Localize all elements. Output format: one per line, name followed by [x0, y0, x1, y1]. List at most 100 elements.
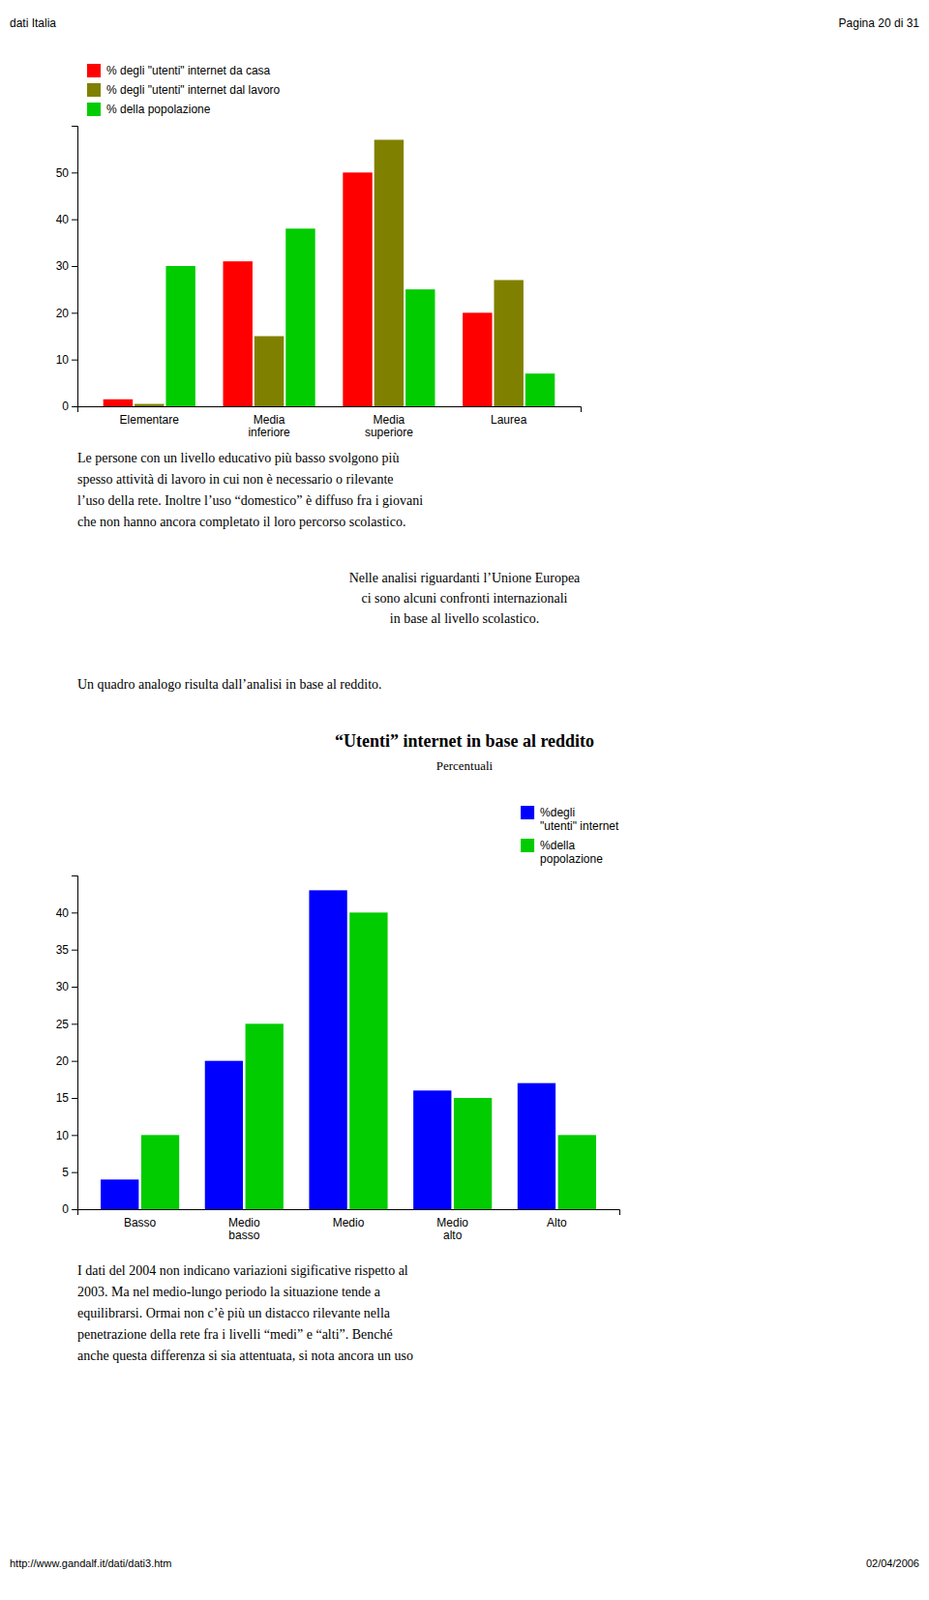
- bar: [558, 1135, 597, 1210]
- legend-label: % degli "utenti" internet da casa: [106, 63, 271, 78]
- y-tick: 30: [56, 259, 78, 273]
- x-tick: Laurea: [490, 413, 528, 427]
- bar: [223, 261, 253, 407]
- x-tick-label: Alto: [546, 1216, 568, 1230]
- page-header: dati Italia Pagina 20 di 31: [9, 16, 920, 30]
- y-tick-label: 10: [56, 1129, 70, 1143]
- legend: % degli "utenti" internet da casa % degli…: [87, 63, 281, 117]
- bar: [494, 280, 524, 408]
- y-tick: 0: [61, 1202, 78, 1217]
- x-tick-label-line: Elementare: [119, 413, 180, 427]
- x-tick-label-line: inferiore: [247, 425, 291, 440]
- y-tick-mark: [71, 1172, 78, 1174]
- y-tick-mark: [71, 406, 78, 408]
- x-tick: Alto: [546, 1216, 568, 1230]
- y-tick: 40: [56, 212, 78, 227]
- y-axis: 0510152025303540: [56, 876, 79, 1218]
- y-tick-label: 30: [56, 980, 70, 994]
- legend-label-line: popolazione: [539, 852, 603, 867]
- page: dati ItaliaPagina 20 di 31http://www.gan…: [0, 0, 929, 1600]
- y-axis: 01020304050: [56, 126, 79, 415]
- paragraph-1-line: l’uso della rete. Inoltre l’uso “domesti…: [77, 493, 423, 509]
- y-tick: 50: [56, 166, 78, 180]
- y-axis-line: [71, 126, 79, 408]
- bar: [342, 172, 372, 407]
- header-left: dati Italia: [9, 16, 57, 30]
- legend-item: % degli "utenti" internet da casa: [87, 63, 271, 78]
- legend-label-line: %degli: [539, 806, 575, 820]
- paragraph-3-line: Un quadro analogo risulta dall’analisi i…: [77, 677, 383, 692]
- x-tick-label-line: Basso: [123, 1216, 157, 1230]
- y-tick-label: 15: [56, 1091, 70, 1106]
- paragraph-1: Le persone con un livello educativo più …: [77, 450, 423, 530]
- paragraph-2-line: Nelle analisi riguardanti l’Unione Europ…: [349, 570, 581, 586]
- bar-series: [134, 140, 524, 408]
- bar: [453, 1098, 492, 1210]
- x-tick-label-line: superiore: [364, 425, 414, 440]
- y-tick-mark: [71, 987, 78, 989]
- paragraph-1-line: che non hanno ancora completato il loro …: [77, 514, 406, 530]
- y-tick: 5: [61, 1166, 78, 1180]
- legend-item: % della popolazione: [87, 102, 211, 117]
- bar: [205, 1061, 243, 1210]
- chart: 01020304050ElementareMediainferioreMedia…: [56, 63, 582, 440]
- legend-label: %dellapopolazione: [539, 839, 603, 867]
- x-tick: Mediainferiore: [247, 413, 291, 441]
- y-tick-mark: [71, 359, 78, 361]
- legend-label-line: % degli "utenti" internet dal lavoro: [106, 83, 281, 97]
- x-tick: Mediasuperiore: [364, 413, 414, 441]
- y-tick-label: 0: [61, 1202, 69, 1217]
- bar: [349, 912, 388, 1210]
- x-tick-label-line: Laurea: [490, 413, 528, 427]
- bar-series: [141, 912, 597, 1210]
- bar: [245, 1023, 284, 1210]
- x-tick-label-line: basso: [228, 1228, 260, 1243]
- paragraph-4: I dati del 2004 non indicano variazioni …: [77, 1263, 414, 1364]
- paragraph-4-line: I dati del 2004 non indicano variazioni …: [77, 1263, 409, 1279]
- x-tick-label-line: Media: [373, 413, 406, 427]
- y-tick: 30: [56, 980, 78, 994]
- bar: [374, 140, 404, 408]
- bar: [285, 228, 315, 407]
- y-tick-mark: [71, 312, 78, 314]
- y-tick: 25: [56, 1018, 78, 1032]
- header-right: Pagina 20 di 31: [839, 16, 921, 30]
- y-tick-label: 5: [61, 1166, 69, 1180]
- plot: 0510152025303540BassoMediobassoMedioMedi…: [56, 876, 621, 1244]
- chart: “Utenti” internet in base al redditoPerc…: [56, 731, 621, 1243]
- y-tick-label: 25: [56, 1018, 70, 1032]
- x-tick-label: Basso: [123, 1216, 157, 1230]
- y-tick: 10: [56, 353, 78, 367]
- x-tick-label: Medioalto: [436, 1216, 469, 1244]
- bar: [141, 1135, 180, 1210]
- y-tick-mark: [71, 1061, 78, 1063]
- chart-title: “Utenti” internet in base al reddito: [334, 731, 595, 751]
- legend-item: %dellapopolazione: [520, 839, 603, 867]
- x-tick-label: Elementare: [119, 413, 180, 427]
- y-tick-label: 0: [61, 399, 69, 414]
- x-tick-label-line: Medio: [332, 1216, 365, 1230]
- legend-label: %degli"utenti" internet: [539, 806, 620, 834]
- bars: [103, 140, 556, 408]
- paragraph-4-line: anche questa differenza si sia attentuat…: [77, 1348, 414, 1364]
- y-tick-mark: [71, 1023, 78, 1025]
- footer-right: 02/04/2006: [866, 1558, 920, 1570]
- bar: [308, 890, 347, 1210]
- y-tick-label: 35: [56, 943, 70, 958]
- y-tick-label: 10: [56, 353, 70, 367]
- y-tick-mark: [71, 1098, 78, 1100]
- x-tick-label-line: Media: [253, 413, 286, 427]
- bar: [165, 266, 195, 407]
- bar: [413, 1090, 451, 1210]
- bar: [103, 399, 133, 407]
- paragraph-4-line: 2003. Ma nel medio-lungo periodo la situ…: [77, 1285, 382, 1300]
- y-tick: 35: [56, 943, 78, 958]
- x-tick-label: Laurea: [490, 413, 528, 427]
- paragraph-2-line: ci sono alcuni confronti internazionali: [360, 591, 568, 606]
- y-tick-mark: [71, 1135, 78, 1137]
- legend-swatch: [87, 102, 101, 117]
- y-tick-mark: [71, 950, 78, 952]
- bars: [100, 890, 597, 1210]
- x-tick: Medio: [332, 1216, 365, 1230]
- x-tick-label: Mediobasso: [228, 1216, 261, 1244]
